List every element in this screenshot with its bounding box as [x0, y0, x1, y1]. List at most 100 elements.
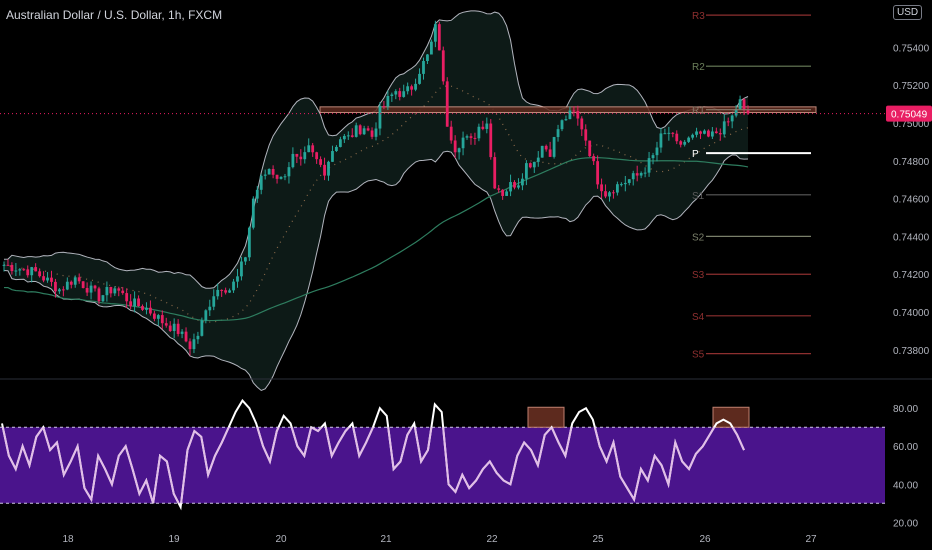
pivot-label-s2: S2 — [692, 232, 705, 243]
currency-badge[interactable]: USD — [893, 5, 923, 20]
candle-body — [532, 161, 536, 168]
candle-body — [473, 137, 477, 139]
candle-body — [489, 123, 493, 158]
candle-body — [113, 288, 117, 294]
candle-body — [291, 153, 295, 168]
price-tick-label: 0.74600 — [893, 195, 930, 206]
candle-body — [196, 335, 200, 340]
pivot-label-s5: S5 — [692, 350, 705, 361]
candle-body — [477, 126, 481, 139]
candle-body — [441, 50, 445, 82]
candle-body — [691, 134, 694, 138]
candle-body — [263, 174, 267, 176]
candle-body — [386, 96, 390, 107]
candle-body — [635, 173, 639, 176]
candle-body — [576, 111, 580, 119]
candle-body — [61, 289, 65, 291]
candle-body — [643, 172, 647, 174]
candle-body — [54, 281, 57, 292]
candle-body — [390, 94, 394, 97]
candle-body — [129, 301, 133, 307]
candle-body — [208, 306, 212, 311]
candle-body — [236, 276, 239, 282]
candle-body — [164, 323, 168, 326]
candle-body — [572, 110, 576, 112]
candle-body — [564, 119, 568, 121]
candle-body — [426, 54, 429, 62]
candle-body — [608, 192, 611, 197]
candle-body — [279, 176, 283, 179]
candle-body — [418, 73, 421, 84]
candle-body — [319, 159, 322, 165]
candle-body — [350, 135, 354, 137]
candle-body — [346, 135, 350, 137]
candle-body — [718, 133, 722, 135]
rsi-tick-label: 80.00 — [893, 404, 918, 415]
candle-body — [232, 281, 235, 291]
price-tick-label: 0.75200 — [893, 81, 930, 92]
candle-body — [604, 191, 607, 197]
candle-body — [730, 115, 734, 122]
candle-body — [22, 269, 26, 271]
candle-body — [703, 130, 706, 134]
candle-body — [14, 270, 18, 272]
candle-body — [410, 86, 414, 90]
time-tick-label: 19 — [168, 534, 180, 545]
candle-body — [445, 81, 449, 127]
pivot-label-s3: S3 — [692, 270, 705, 281]
candle-body — [457, 148, 461, 153]
candle-body — [544, 145, 548, 150]
candle-body — [596, 161, 600, 185]
candle-body — [81, 281, 85, 288]
candle-body — [524, 163, 528, 179]
candle-body — [101, 295, 105, 302]
candle-body — [501, 189, 505, 196]
candle-body — [548, 149, 552, 157]
candle-body — [592, 156, 596, 162]
candle-body — [156, 315, 160, 319]
candle-body — [287, 167, 291, 177]
candle-body — [556, 129, 560, 138]
candle-body — [505, 191, 508, 196]
candle-body — [168, 325, 172, 332]
candle-body — [493, 157, 497, 189]
candle-body — [93, 285, 97, 289]
candle-body — [695, 131, 698, 135]
candle-body — [738, 99, 742, 110]
time-tick-label: 26 — [699, 534, 711, 545]
candle-body — [224, 290, 228, 293]
candle-body — [742, 99, 746, 111]
candle-body — [141, 306, 144, 310]
candle-body — [69, 281, 73, 285]
candle-body — [152, 313, 156, 319]
candle-body — [10, 265, 14, 272]
candle-body — [315, 152, 319, 160]
candle-body — [342, 135, 346, 140]
candle-body — [600, 184, 603, 192]
candle-body — [398, 91, 402, 97]
candle-body — [469, 136, 473, 138]
time-tick-label: 18 — [62, 534, 74, 545]
candle-body — [616, 184, 619, 193]
candle-body — [133, 298, 136, 307]
candle-body — [619, 184, 623, 186]
candle-body — [612, 192, 615, 194]
rsi-highlight-box — [527, 406, 565, 428]
candle-body — [588, 140, 592, 157]
candle-body — [283, 176, 287, 178]
price-axis: 0.75400 0.75200 0.75000 0.74800 0.74600 0.744… — [886, 43, 932, 357]
candle-body — [299, 156, 303, 160]
candle-body — [461, 137, 465, 149]
candle-body — [267, 169, 271, 175]
bollinger-fill — [4, 10, 748, 391]
time-tick-label: 20 — [275, 534, 287, 545]
candle-body — [255, 189, 259, 199]
candle-body — [331, 151, 334, 162]
candle-body — [481, 126, 485, 129]
candle-body — [42, 276, 45, 281]
candle-body — [707, 130, 710, 137]
rsi-line-inside-band — [1, 427, 745, 504]
rsi-pane — [0, 378, 932, 511]
candle-body — [311, 145, 315, 153]
candle-body — [627, 179, 631, 183]
